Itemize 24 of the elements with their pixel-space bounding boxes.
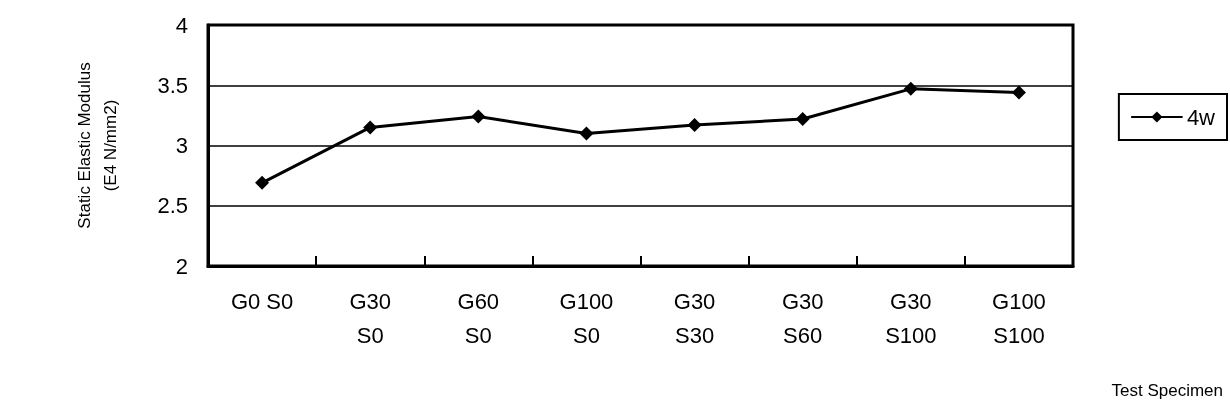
x-tick-label: G30 S0 bbox=[349, 288, 391, 348]
y-tick-label: 2.5 bbox=[157, 193, 188, 219]
point bbox=[255, 175, 270, 190]
x-tick-label: G0 S0 bbox=[230, 288, 294, 314]
x-tick-label: G30 S30 bbox=[673, 288, 716, 348]
point bbox=[471, 109, 486, 124]
y-tick-label: 3 bbox=[175, 133, 188, 158]
y-tick-label: 2 bbox=[175, 253, 188, 279]
x-tick-label: G100 S100 bbox=[992, 288, 1046, 348]
point bbox=[795, 111, 810, 126]
y-tick-label: 4 bbox=[175, 12, 188, 38]
y-axis-title: Static Elastic Modulus (E4 N/mm2) bbox=[74, 62, 120, 229]
point bbox=[903, 81, 918, 96]
x-tick-label: G30 S100 bbox=[885, 288, 937, 348]
point bbox=[1011, 85, 1026, 100]
x-tick-label: G100 S0 bbox=[559, 288, 614, 348]
x-axis-title: Test Specimen bbox=[1111, 381, 1223, 400]
y-tick-label: 3.5 bbox=[157, 72, 188, 98]
point bbox=[363, 120, 378, 135]
legend-label: 4w bbox=[1186, 104, 1216, 130]
point bbox=[579, 126, 594, 141]
x-tick-label: G60 S0 bbox=[457, 288, 500, 348]
point bbox=[687, 118, 702, 133]
x-tick-label: G30 S60 bbox=[781, 288, 824, 348]
